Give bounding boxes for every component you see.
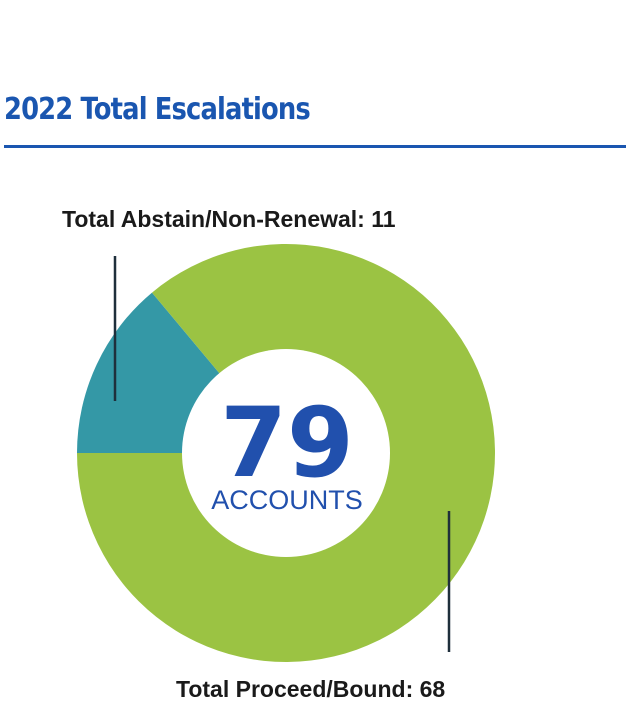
center-label: ACCOUNTS [211, 485, 363, 515]
slice-label-0: Total Abstain/Non-Renewal: 11 [62, 206, 396, 232]
slice-label-1: Total Proceed/Bound: 68 [176, 676, 445, 702]
title-underline [4, 145, 626, 148]
donut-hole [182, 349, 390, 557]
leader-lines [113, 256, 451, 652]
center-value: 79 [220, 387, 354, 499]
chart-title: 2022 Total Escalations [4, 92, 311, 127]
slice-labels: Total Abstain/Non-Renewal: 11 Total Proce… [62, 206, 445, 702]
